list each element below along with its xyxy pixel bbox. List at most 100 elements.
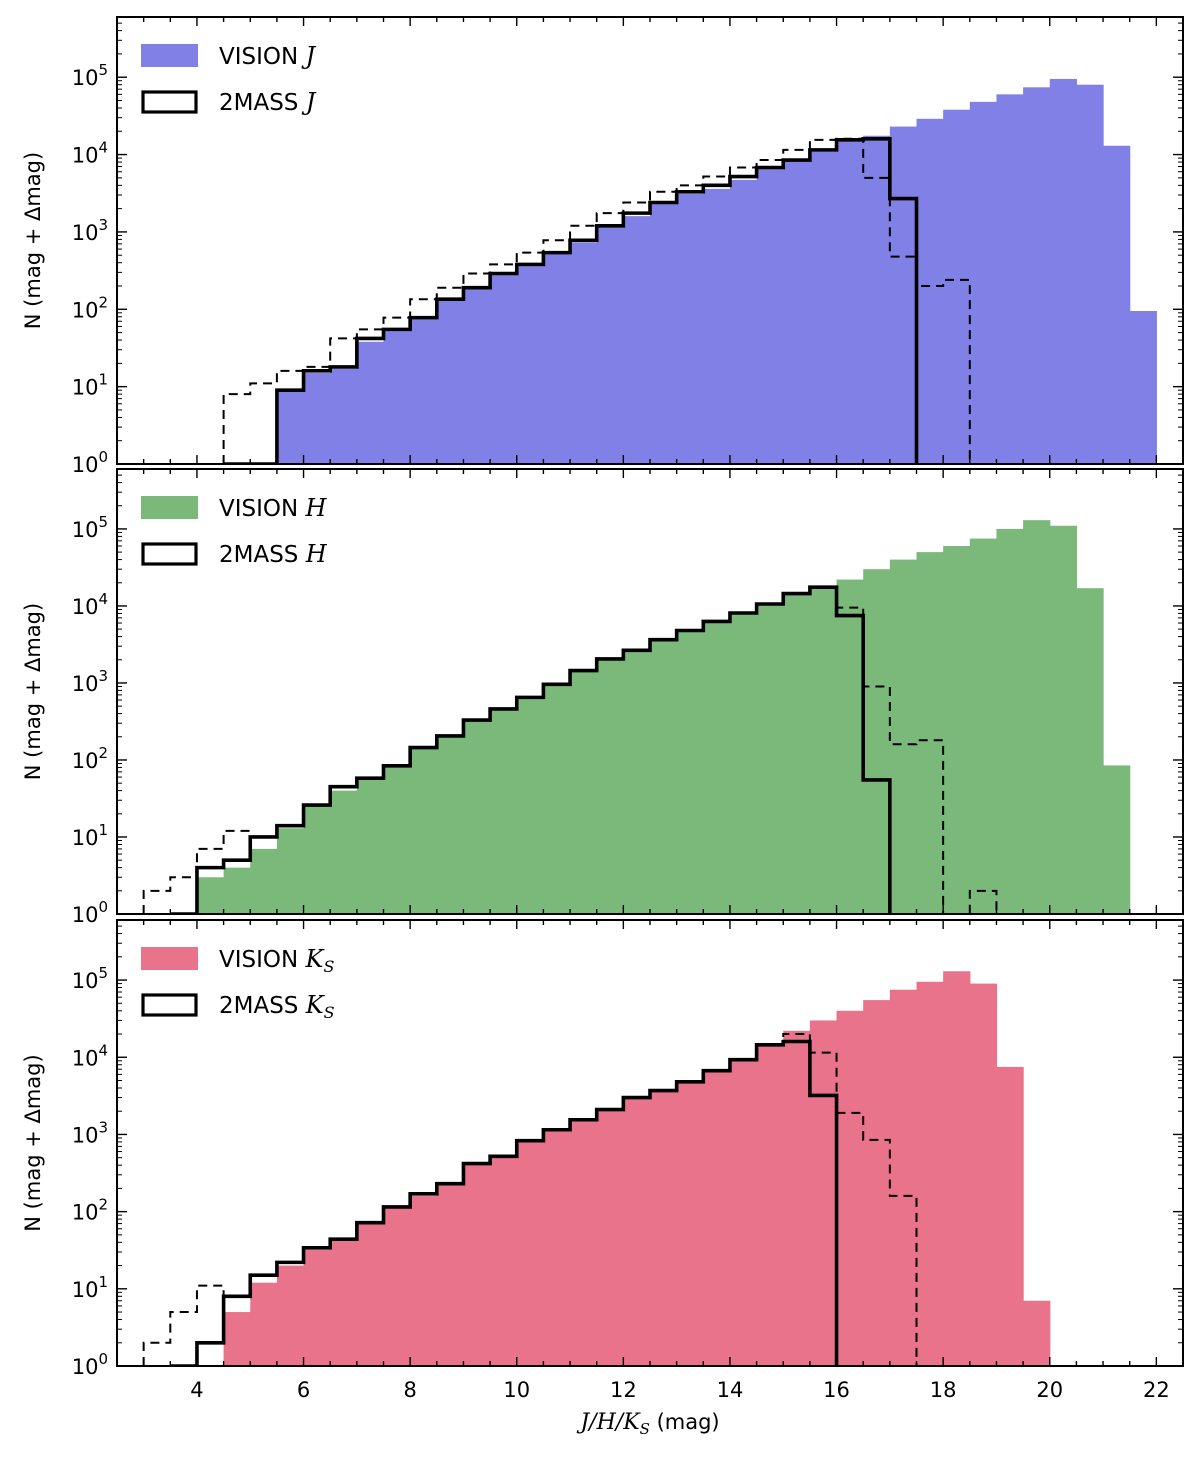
bar-H-3 bbox=[276, 828, 305, 914]
y-tick-label: 104 bbox=[72, 1041, 108, 1070]
bar-Ks-30 bbox=[996, 1066, 1024, 1366]
legend-label: VISION H bbox=[219, 494, 328, 522]
bar-J-17 bbox=[729, 179, 758, 464]
bar-J-10 bbox=[543, 253, 571, 464]
step-solid-Ks bbox=[170, 1039, 839, 1366]
bar-J-28 bbox=[1023, 87, 1051, 464]
bar-H-26 bbox=[889, 559, 918, 914]
y-tick-label: 104 bbox=[72, 139, 108, 168]
legend-swatch-filled bbox=[141, 44, 198, 67]
bar-Ks-23 bbox=[809, 1020, 838, 1366]
x-tick-label: 10 bbox=[503, 1378, 530, 1402]
bar-Ks-22 bbox=[783, 1030, 811, 1366]
bar-Ks-29 bbox=[969, 983, 998, 1366]
legend-band: H bbox=[305, 494, 328, 522]
bar-Ks-4 bbox=[303, 1249, 331, 1366]
y-tick-exp: 0 bbox=[98, 898, 108, 916]
bar-J-31 bbox=[1103, 145, 1131, 464]
bar-J-23 bbox=[889, 126, 918, 464]
bar-J-27 bbox=[996, 94, 1024, 464]
legend-band: K bbox=[305, 991, 326, 1019]
bar-H-21 bbox=[756, 604, 784, 914]
bar-H-10 bbox=[463, 721, 491, 914]
bar-H-30 bbox=[996, 528, 1024, 914]
y-tick-label: 100 bbox=[72, 448, 108, 477]
bar-J-12 bbox=[596, 227, 624, 464]
bar-Ks-8 bbox=[410, 1195, 438, 1366]
bar-H-13 bbox=[543, 685, 571, 914]
y-tick-label: 102 bbox=[72, 293, 108, 322]
y-tick-exp: 5 bbox=[98, 61, 108, 79]
y-tick-label: 105 bbox=[72, 61, 108, 90]
bar-H-31 bbox=[1023, 520, 1051, 914]
legend-label-text: VISION bbox=[219, 44, 306, 70]
y-tick-base: 10 bbox=[72, 1278, 99, 1302]
bar-H-9 bbox=[436, 736, 465, 914]
bar-Ks-14 bbox=[570, 1120, 598, 1366]
bar-H-6 bbox=[356, 779, 385, 914]
legend-label: 2MASS H bbox=[219, 540, 328, 568]
legend-swatch-filled bbox=[141, 496, 198, 519]
x-tick-label: 14 bbox=[717, 1378, 744, 1402]
legend-label: VISION KS bbox=[219, 945, 334, 976]
bar-J-8 bbox=[490, 274, 518, 464]
bar-H-24 bbox=[836, 579, 864, 914]
y-tick-exp: 0 bbox=[98, 448, 108, 466]
bar-H-1 bbox=[223, 867, 251, 914]
y-tick-base: 10 bbox=[72, 1046, 99, 1070]
bar-Ks-13 bbox=[543, 1131, 571, 1366]
y-tick-base: 10 bbox=[72, 969, 99, 993]
y-tick-exp: 2 bbox=[98, 1196, 108, 1214]
bar-J-13 bbox=[623, 216, 651, 464]
y-tick-label: 100 bbox=[72, 898, 108, 927]
bar-Ks-27 bbox=[916, 981, 944, 1366]
bar-H-4 bbox=[303, 805, 331, 914]
bar-H-34 bbox=[1103, 765, 1131, 914]
y-tick-exp: 3 bbox=[98, 667, 108, 685]
legend-label-text: 2MASS bbox=[219, 90, 306, 116]
bar-J-26 bbox=[969, 101, 998, 464]
bar-H-8 bbox=[410, 748, 438, 914]
bar-Ks-7 bbox=[383, 1208, 411, 1366]
bar-Ks-18 bbox=[676, 1082, 704, 1366]
bar-H-0 bbox=[196, 877, 225, 914]
bar-H-17 bbox=[650, 640, 678, 914]
x-axis-label-unit: (mag) bbox=[650, 1410, 720, 1434]
x-axis-label-sub: S bbox=[640, 1420, 650, 1438]
plot-area bbox=[222, 78, 1157, 464]
y-tick-label: 100 bbox=[72, 1350, 108, 1379]
bar-Ks-12 bbox=[516, 1141, 544, 1366]
bar-J-11 bbox=[570, 242, 598, 464]
y-tick-base: 10 bbox=[72, 595, 99, 619]
bar-H-20 bbox=[729, 613, 758, 914]
legend-swatch-step bbox=[141, 90, 198, 114]
y-tick-base: 10 bbox=[72, 1355, 99, 1379]
bar-H-25 bbox=[863, 569, 891, 914]
y-tick-base: 10 bbox=[72, 66, 99, 90]
y-tick-exp: 3 bbox=[98, 216, 108, 234]
bar-H-33 bbox=[1076, 588, 1104, 914]
y-tick-exp: 0 bbox=[98, 1350, 108, 1368]
bar-J-18 bbox=[756, 169, 784, 464]
bar-H-22 bbox=[783, 594, 811, 914]
legend-swatch-step bbox=[141, 542, 198, 566]
legend-label: VISION J bbox=[219, 42, 317, 70]
bar-Ks-21 bbox=[756, 1045, 784, 1366]
bar-H-12 bbox=[516, 697, 544, 914]
y-tick-base: 10 bbox=[72, 518, 99, 542]
bar-H-27 bbox=[916, 552, 944, 914]
y-tick-base: 10 bbox=[72, 453, 99, 477]
legend-band: H bbox=[305, 540, 328, 568]
x-axis-label: J/H/KS (mag) bbox=[576, 1410, 719, 1438]
y-tick-exp: 1 bbox=[98, 821, 108, 839]
y-tick-base: 10 bbox=[72, 749, 99, 773]
bar-Ks-19 bbox=[703, 1071, 731, 1366]
plot-area bbox=[142, 520, 1131, 914]
x-tick-label: 20 bbox=[1036, 1378, 1063, 1402]
bar-J-19 bbox=[783, 161, 811, 464]
y-tick-label: 103 bbox=[72, 1118, 108, 1147]
bar-H-32 bbox=[1049, 525, 1077, 914]
bar-J-6 bbox=[436, 300, 465, 464]
